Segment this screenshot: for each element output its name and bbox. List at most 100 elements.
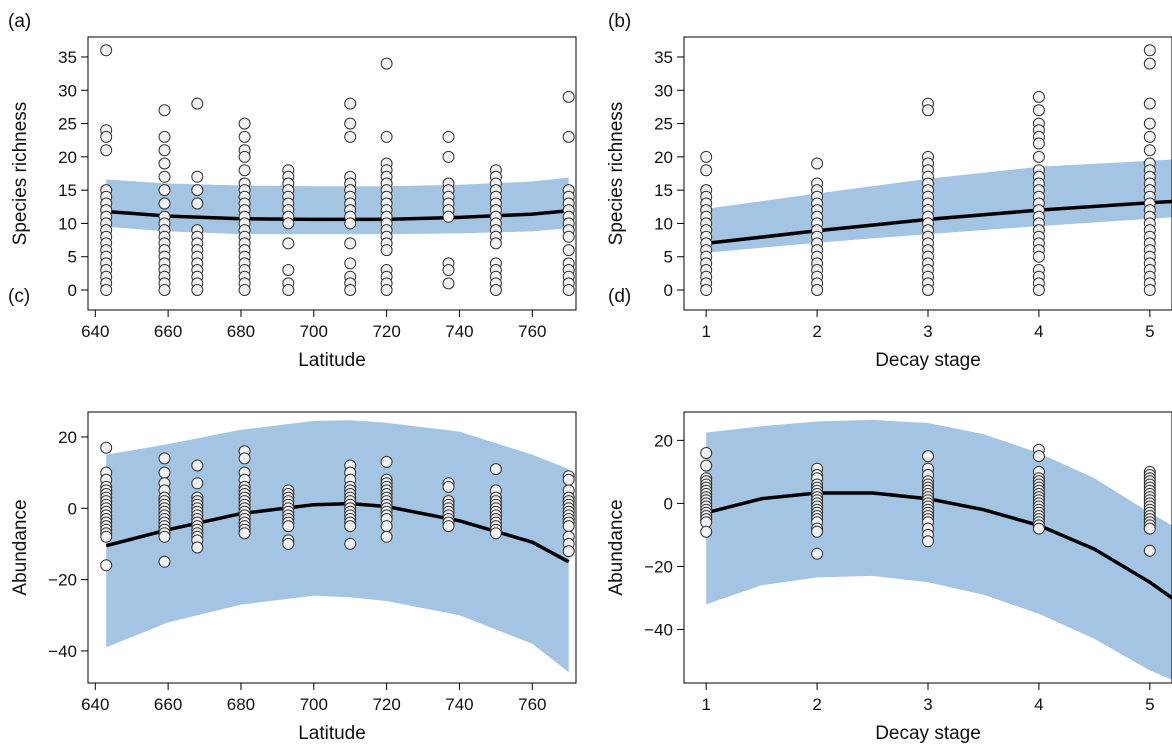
y-tick-label: 20 (654, 431, 673, 450)
x-tick-label: 740 (445, 322, 473, 341)
y-tick-label: −40 (644, 620, 673, 639)
y-tick-label: 0 (68, 281, 77, 300)
x-tick-label: 3 (923, 322, 932, 341)
x-tick-label: 740 (445, 695, 473, 714)
data-point (380, 57, 393, 70)
data-point (489, 284, 502, 296)
data-point (1143, 57, 1156, 70)
panel-d: 1 2 3 4 5 −40 −20 0 20 Decay stage Abundance (d) (606, 286, 1172, 744)
y-tick-label: 20 (654, 148, 673, 167)
data-point (238, 164, 251, 177)
data-point (158, 530, 171, 543)
y-tick-label: 20 (58, 428, 77, 447)
data-point (191, 170, 204, 183)
panel-a: 640 660 680 700 720 740 760 0 5 10 15 20 25 30 35 Latit… (8, 11, 577, 371)
data-point (1143, 544, 1156, 557)
y-tick-label: 30 (654, 81, 673, 100)
data-point (442, 480, 455, 493)
data-point (344, 284, 357, 296)
x-tick-label: 4 (1034, 322, 1043, 341)
x-tick-label: 640 (81, 695, 109, 714)
data-point (1032, 104, 1045, 117)
data-point (489, 527, 502, 540)
data-point (344, 130, 357, 143)
panel-label-d: (d) (608, 286, 631, 307)
data-point (922, 104, 934, 117)
x-tick-label: 700 (300, 322, 328, 341)
x-tick-label: 760 (518, 695, 546, 714)
x-tick-label: 5 (1145, 322, 1154, 341)
x-tick-label: 1 (701, 322, 710, 341)
data-point (811, 284, 824, 296)
panel-label-c: (c) (8, 286, 30, 307)
data-point (158, 157, 171, 170)
x-tick-label: 2 (812, 322, 821, 341)
y-tick-label: 35 (58, 48, 77, 67)
data-point (282, 284, 295, 296)
y-tick-label: 15 (654, 181, 673, 200)
data-point (158, 170, 171, 183)
y-tick-label: 5 (664, 248, 673, 267)
data-point (282, 520, 295, 533)
y-tick-label: 0 (664, 494, 673, 513)
panel-label-b: (b) (608, 11, 631, 32)
y-tick-label: 15 (58, 181, 77, 200)
plot-frame-c (87, 411, 577, 684)
x-tick-label: 3 (923, 695, 932, 714)
y-axis-title-b: Species richness (606, 102, 627, 246)
x-tick-label: 2 (812, 695, 821, 714)
data-point (700, 164, 713, 177)
data-point (1143, 44, 1156, 57)
data-point (1143, 117, 1156, 130)
data-point (158, 555, 171, 568)
y-axis-title-c: Abundance (10, 499, 31, 595)
data-point (562, 130, 575, 143)
data-point (282, 264, 295, 276)
data-point (158, 284, 171, 296)
data-point (562, 473, 575, 486)
data-point (282, 237, 295, 250)
data-point (380, 530, 393, 543)
panel-b: 1 2 3 4 5 0 5 10 15 20 25 30 35 Decay stage Species ri… (606, 11, 1172, 371)
data-point (100, 441, 113, 454)
data-point (811, 525, 824, 538)
data-point (344, 117, 357, 130)
x-tick-label: 700 (300, 695, 328, 714)
data-point (442, 264, 455, 276)
data-point (158, 184, 171, 197)
data-point (1032, 250, 1045, 263)
confidence-band-c (106, 420, 569, 673)
fit-line-d (705, 491, 1172, 600)
panel-label-a: (a) (8, 11, 31, 32)
data-point (922, 284, 934, 296)
x-tick-label: 680 (227, 695, 255, 714)
y-tick-label: 25 (654, 115, 673, 134)
data-point (1143, 97, 1156, 110)
data-point (100, 130, 113, 143)
data-point (811, 547, 824, 560)
data-point (191, 97, 204, 110)
x-tick-label: 720 (372, 695, 400, 714)
data-point (380, 520, 393, 533)
data-point (1032, 284, 1045, 296)
data-point (1143, 284, 1156, 296)
data-point (344, 237, 357, 250)
data-point (442, 210, 455, 223)
data-point (442, 277, 455, 290)
data-point (442, 520, 455, 533)
x-tick-label: 760 (518, 322, 546, 341)
data-point (238, 452, 251, 465)
data-point (562, 230, 575, 243)
y-tick-label: 30 (58, 81, 77, 100)
data-point (158, 197, 171, 210)
data-point (380, 130, 393, 143)
data-point (100, 144, 113, 157)
data-point (191, 477, 204, 490)
data-point (700, 447, 713, 459)
data-point (1143, 522, 1156, 535)
data-point (1032, 90, 1045, 103)
data-point (1143, 144, 1156, 157)
x-tick-label: 4 (1034, 695, 1043, 714)
data-point (380, 455, 393, 468)
x-axis-title-d: Decay stage (875, 723, 981, 744)
